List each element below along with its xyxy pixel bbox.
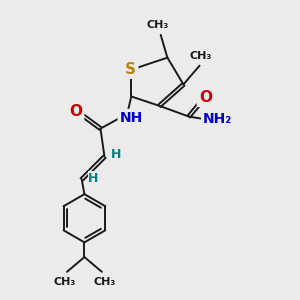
Text: CH₃: CH₃ bbox=[190, 51, 212, 61]
Text: CH₃: CH₃ bbox=[53, 277, 76, 286]
Text: O: O bbox=[69, 104, 82, 119]
Text: H: H bbox=[88, 172, 98, 184]
Text: O: O bbox=[199, 90, 212, 105]
Text: CH₃: CH₃ bbox=[147, 20, 169, 30]
Text: S: S bbox=[125, 62, 136, 77]
Text: CH₃: CH₃ bbox=[93, 277, 116, 286]
Text: NH₂: NH₂ bbox=[203, 112, 232, 126]
Text: H: H bbox=[110, 148, 121, 161]
Text: NH: NH bbox=[120, 111, 143, 125]
